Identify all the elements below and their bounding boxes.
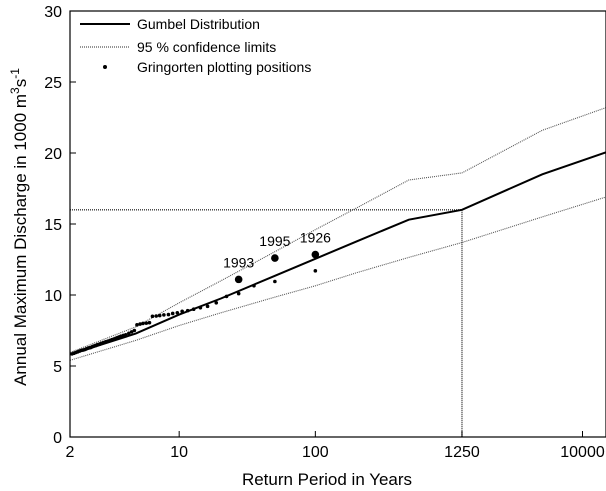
annotation-1995: 1995 (259, 233, 290, 249)
gringorten-point (185, 308, 190, 313)
gringorten-point (273, 279, 277, 284)
y-axis-title-mid: s (11, 79, 30, 88)
gringorten-point (214, 301, 219, 305)
legend: Gumbel Distribution 95 % confidence limi… (80, 16, 311, 75)
annotations: 1993 1995 1926 (223, 230, 331, 271)
y-tick-label: 30 (44, 4, 62, 21)
annotation-1926: 1926 (300, 230, 331, 246)
gringorten-point (141, 321, 145, 326)
y-axis-title-sup: 3 (8, 87, 22, 94)
y-tick-label: 10 (44, 288, 62, 305)
x-tick-label: 10000 (560, 444, 605, 461)
gringorten-point (313, 269, 318, 273)
gringorten-point (236, 291, 241, 296)
gringorten-point (147, 320, 152, 325)
legend-swatch-gringorten (103, 65, 107, 69)
gringorten-point (162, 313, 166, 317)
series-layer (69, 107, 606, 361)
gringorten-point (123, 332, 128, 337)
gringorten-point (170, 311, 175, 316)
highlight-flood-point (271, 254, 279, 262)
highlight-flood-point (234, 275, 243, 284)
reference-lines (70, 209, 463, 437)
marker-layer (70, 250, 320, 356)
gringorten-point (205, 304, 210, 309)
gringorten-point (126, 331, 131, 336)
series-line-95-confidence-limits-upper (69, 107, 606, 354)
gringorten-point (198, 305, 203, 310)
y-tick-label: 25 (44, 75, 62, 92)
gringorten-point (157, 313, 162, 318)
y-axis-title-main: Annual Maximum Discharge in 1000 m (11, 94, 30, 386)
gringorten-point (132, 328, 137, 333)
gringorten-point (138, 322, 142, 326)
gringorten-point (166, 312, 171, 317)
gringorten-point (180, 309, 184, 314)
legend-label-gumbel: Gumbel Distribution (137, 16, 260, 32)
gringorten-point (224, 294, 229, 299)
x-tick-label: 1250 (444, 444, 480, 461)
y-tick-label: 15 (44, 217, 62, 234)
x-tick-label: 10 (170, 444, 188, 461)
series-line-gumbel-distribution (69, 151, 606, 356)
gringorten-point (129, 330, 134, 334)
gringorten-point (191, 307, 196, 312)
y-tick-label: 5 (53, 359, 62, 376)
axes: 0 5 10 15 20 25 30 2 10 100 1250 10000 (44, 4, 606, 461)
y-tick-label: 20 (44, 146, 62, 163)
legend-label-gringorten: Gringorten plotting positions (137, 59, 311, 75)
series-line-95-confidence-limits-lower (69, 196, 606, 361)
gringorten-point (135, 323, 139, 327)
x-axis-title: Return Period in Years (242, 470, 412, 489)
gringorten-point (144, 321, 149, 325)
x-tick-label: 2 (66, 444, 75, 461)
gringorten-point (252, 283, 256, 288)
annotation-1993: 1993 (223, 254, 254, 270)
gringorten-point (154, 314, 159, 318)
legend-label-confidence: 95 % confidence limits (137, 39, 276, 55)
x-tick-label: 100 (302, 444, 329, 461)
y-tick-label: 0 (53, 430, 62, 447)
gringorten-point (150, 314, 155, 319)
highlight-flood-point (311, 250, 320, 259)
y-axis-title-sup2: -1 (8, 68, 22, 79)
y-axis-title: Annual Maximum Discharge in 1000 m3s-1 (8, 68, 30, 386)
gringorten-point (175, 310, 180, 315)
